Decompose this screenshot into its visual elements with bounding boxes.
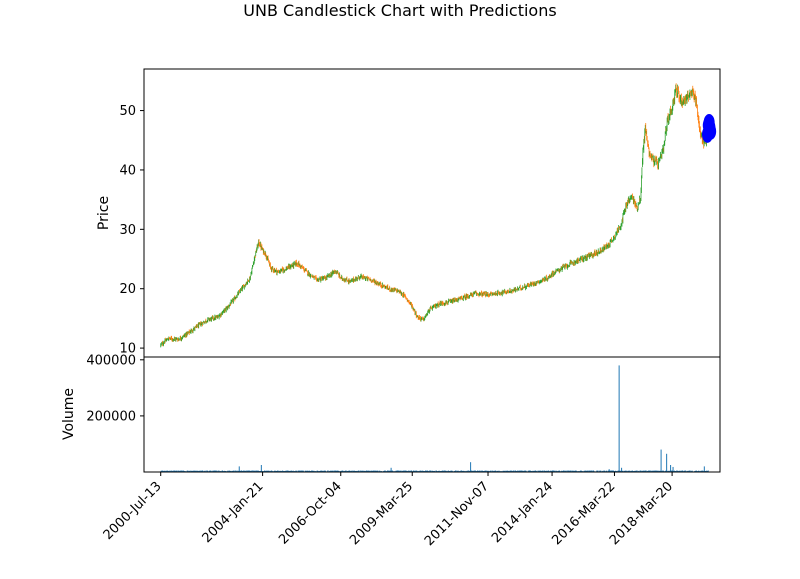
x-tick-label: 2004-Jan-21 [200,479,267,546]
prediction-marker [705,122,717,140]
chart-title: UNB Candlestick Chart with Predictions [243,1,556,20]
x-axis: 2000-Jul-13 2004-Jan-21 2006-Oct-04 2009-Ma… [101,472,676,549]
volume-y-tick-label: 400000 [86,353,136,368]
price-y-tick-label: 10 [119,342,136,357]
price-plot-area [160,83,717,348]
price-y-tick-label: 30 [119,223,136,238]
volume-y-axis: 200000 400000 [86,353,144,424]
x-tick-label: 2000-Jul-13 [101,479,165,543]
price-y-axis: 10 20 30 40 50 [119,104,144,357]
x-tick-label: 2006-Oct-04 [276,479,344,547]
volume-panel-frame [143,356,721,473]
price-y-tick-label: 40 [119,163,136,178]
x-tick-label: 2011-Nov-07 [422,479,492,549]
volume-panel: 200000 400000 Volume [61,353,721,473]
price-y-tick-label: 50 [119,104,136,119]
x-tick-label: 2009-Mar-25 [347,479,416,548]
volume-y-tick-label: 200000 [86,409,136,424]
price-panel: 10 20 30 40 50 Price [96,68,721,358]
price-axis-label: Price [96,196,112,230]
volume-axis-label: Volume [61,388,77,440]
price-y-tick-label: 20 [119,282,136,297]
x-tick-label: 2014-Jan-24 [489,479,556,546]
